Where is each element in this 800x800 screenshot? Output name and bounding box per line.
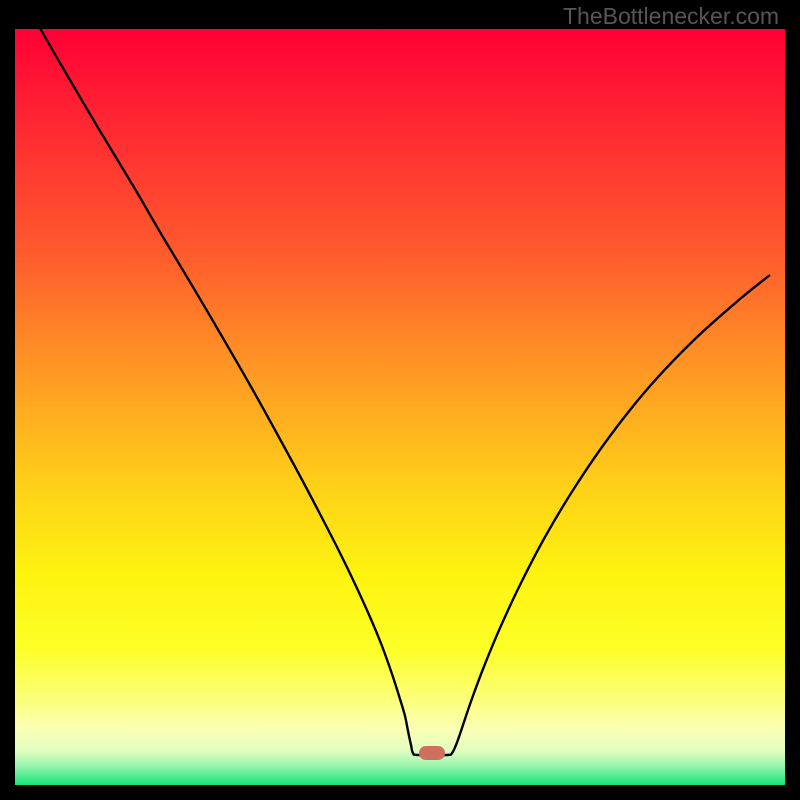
optimal-marker bbox=[419, 746, 445, 760]
curve-layer bbox=[0, 0, 800, 800]
watermark-text: TheBottlenecker.com bbox=[563, 3, 779, 30]
bottleneck-curve bbox=[24, 0, 770, 755]
chart-container: TheBottlenecker.com bbox=[0, 0, 800, 800]
